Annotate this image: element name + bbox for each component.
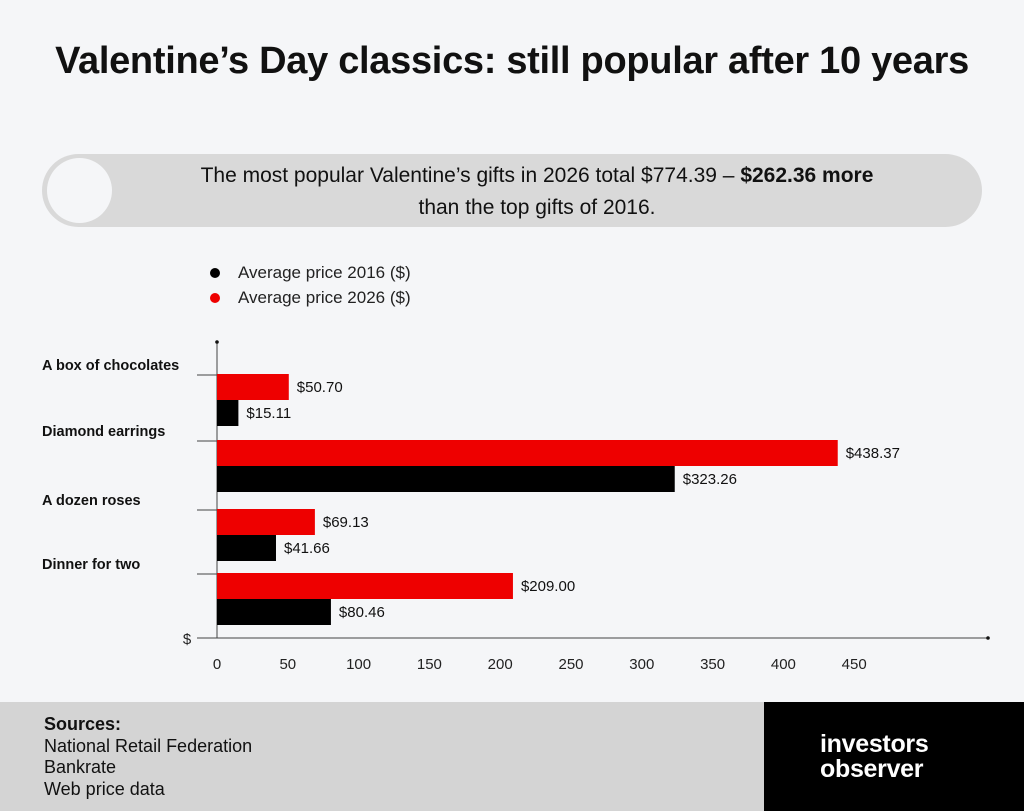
bar-2026 [217, 440, 838, 466]
bar-2026 [217, 509, 315, 535]
bar-2016 [217, 599, 331, 625]
x-axis-end-dot [986, 636, 990, 640]
axis-unit-label: $ [183, 631, 192, 648]
bar-2026 [217, 573, 513, 599]
x-tick-label: 300 [629, 656, 654, 673]
legend-dot-2016 [210, 267, 220, 278]
data-label: $15.11 [246, 405, 291, 422]
legend-label-2026: Average price 2026 ($) [238, 287, 411, 307]
source-item: National Retail Federation [44, 735, 253, 756]
data-label: $323.26 [683, 471, 737, 488]
footer-sources-panel: Sources: National Retail Federation Bank… [0, 702, 764, 811]
x-tick-label: 200 [488, 656, 513, 673]
sources-heading: Sources: [44, 714, 122, 734]
bar-chart: $0 50 100 150 200 250 300 350 400 450 A box of cho… [42, 340, 990, 673]
source-item: Bankrate [44, 757, 117, 777]
x-tick-label: 250 [558, 656, 583, 673]
category-label: Dinner for two [42, 557, 140, 573]
x-tick-label: 50 [279, 656, 296, 673]
bar-2016 [217, 466, 675, 492]
banner-text-bold: $262.36 more [740, 164, 874, 187]
category-label: Diamond earrings [42, 424, 165, 440]
x-tick-label: 350 [700, 656, 725, 673]
logo-line2: observer [820, 755, 924, 783]
banner-circle-decoration [47, 158, 112, 223]
banner-text-part2: than the top gifts of 2016. [418, 196, 656, 219]
source-item: Web price data [44, 778, 165, 799]
data-label: $80.46 [339, 604, 385, 621]
logo-line1: investors [820, 730, 929, 758]
x-tick-label: 450 [842, 656, 867, 673]
data-label: $50.70 [297, 379, 343, 396]
category-label: A dozen roses [42, 493, 141, 509]
category-label: A box of chocolates [42, 358, 179, 374]
bar-2016 [217, 535, 276, 561]
banner-text: The most popular Valentine’s gifts in 20… [122, 160, 952, 224]
legend-item-2016: Average price 2016 ($) [210, 260, 411, 285]
data-label: $438.37 [846, 445, 900, 462]
data-label: $41.66 [284, 540, 330, 557]
y-axis-end-dot [215, 340, 219, 344]
x-tick-label: 0 [213, 656, 221, 673]
sources-block: Sources: National Retail Federation Bank… [44, 714, 252, 800]
banner-text-part1: The most popular Valentine’s gifts in 20… [200, 164, 741, 187]
x-tick-label: 100 [346, 656, 371, 673]
data-label: $209.00 [521, 578, 575, 595]
bar-2026 [217, 374, 289, 400]
legend-label-2016: Average price 2016 ($) [238, 262, 411, 282]
chart-title: Valentine’s Day classics: still popular … [55, 40, 969, 82]
chart-legend: Average price 2016 ($) Average price 202… [210, 260, 411, 310]
data-label: $69.13 [323, 514, 369, 531]
legend-item-2026: Average price 2026 ($) [210, 285, 411, 310]
footer-logo-panel: investors observer [764, 702, 1024, 811]
legend-dot-2026 [210, 292, 220, 303]
x-tick-label: 150 [417, 656, 442, 673]
x-tick-label: 400 [771, 656, 796, 673]
summary-banner: The most popular Valentine’s gifts in 20… [42, 154, 982, 227]
investors-observer-logo: investors observer [820, 730, 929, 783]
bar-2016 [217, 400, 239, 426]
